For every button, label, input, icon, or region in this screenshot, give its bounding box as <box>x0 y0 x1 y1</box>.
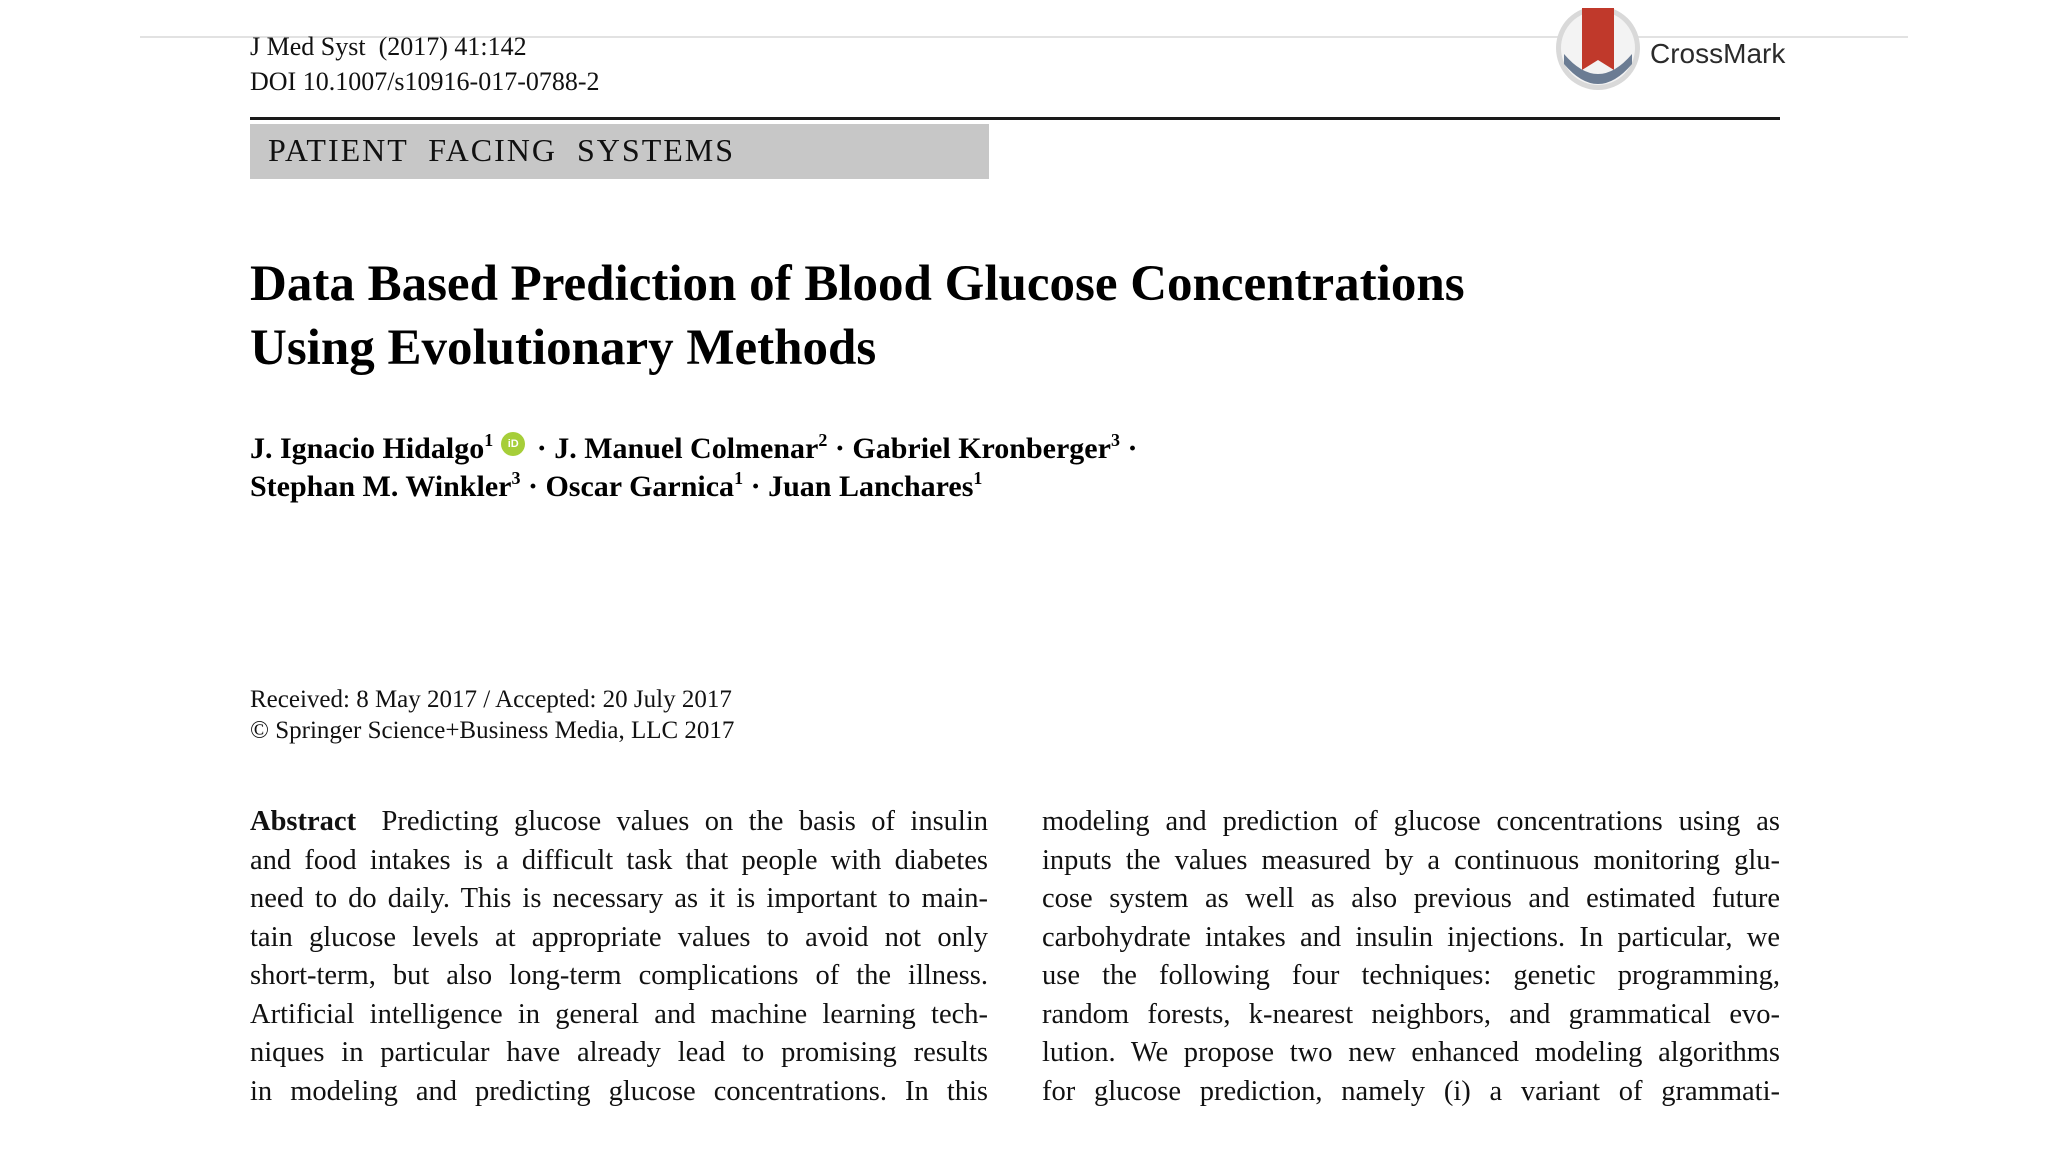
copyright-notice: © Springer Science+Business Media, LLC 2… <box>250 715 734 746</box>
abstract-line: inputs the values measured by a continuo… <box>1042 842 1780 881</box>
affiliation-marker: 1 <box>734 468 743 488</box>
doi-link[interactable]: DOI 10.1007/s10916-017-0788-2 <box>250 67 600 97</box>
author-name[interactable]: J. Ignacio Hidalgo <box>250 432 484 465</box>
paper-title: Data Based Prediction of Blood Glucose C… <box>250 252 1750 380</box>
affiliation-marker: 2 <box>818 430 827 450</box>
abstract-line: for glucose prediction, namely (i) a var… <box>1042 1073 1780 1112</box>
affiliation-marker: 3 <box>1111 430 1120 450</box>
abstract-column-right: modeling and prediction of glucose conce… <box>1042 803 1780 1123</box>
author-separator: · <box>751 470 761 503</box>
crossmark-label: CrossMark <box>1650 38 1785 70</box>
abstract-column-left: Abstract Predicting glucose values on th… <box>250 803 988 1123</box>
author-separator: · <box>1127 432 1137 465</box>
author-line: Stephan M. Winkler3 · Oscar Garnica1 · J… <box>250 468 1550 506</box>
header-rule <box>250 117 1780 120</box>
abstract-text: Predicting glucose values on the basis o… <box>381 806 988 837</box>
abstract-line: Artificial intelligence in general and m… <box>250 996 988 1035</box>
publication-dates: Received: 8 May 2017 / Accepted: 20 July… <box>250 684 734 746</box>
affiliation-marker: 3 <box>511 468 520 488</box>
author-name[interactable]: Stephan M. Winkler <box>250 470 511 503</box>
author-list: J. Ignacio Hidalgo1 · J. Manuel Colmenar… <box>250 430 1550 506</box>
abstract-line: and food intakes is a difficult task tha… <box>250 842 988 881</box>
author-name[interactable]: Oscar Garnica <box>545 470 734 503</box>
received-accepted: Received: 8 May 2017 / Accepted: 20 July… <box>250 684 734 715</box>
abstract-line: lution. We propose two new enhanced mode… <box>1042 1034 1780 1073</box>
abstract-line: need to do daily. This is necessary as i… <box>250 880 988 919</box>
page-bottom-margin <box>0 1116 2048 1152</box>
abstract-line: short-term, but also long-term complicat… <box>250 957 988 996</box>
affiliation-marker: 1 <box>484 430 493 450</box>
abstract-line: modeling and prediction of glucose conce… <box>1042 803 1780 842</box>
journal-citation: J Med Syst (2017) 41:142 <box>250 32 527 62</box>
author-name[interactable]: J. Manuel Colmenar <box>554 432 818 465</box>
category-label: PATIENT FACING SYSTEMS <box>268 132 735 169</box>
crossmark-badge[interactable]: CrossMark <box>1552 8 1897 98</box>
author-separator: · <box>537 432 547 465</box>
abstract-line: random forests, k-nearest neighbors, and… <box>1042 996 1780 1035</box>
affiliation-marker: 1 <box>973 468 982 488</box>
title-line: Data Based Prediction of Blood Glucose C… <box>250 252 1750 316</box>
abstract-line: carbohydrate intakes and insulin injecti… <box>1042 919 1780 958</box>
orcid-icon[interactable] <box>501 432 525 456</box>
abstract-line: niques in particular have already lead t… <box>250 1034 988 1073</box>
abstract-line: Abstract Predicting glucose values on th… <box>250 803 988 842</box>
abstract-line: use the following four techniques: genet… <box>1042 957 1780 996</box>
abstract-line: in modeling and predicting glucose conce… <box>250 1073 988 1112</box>
category-banner: PATIENT FACING SYSTEMS <box>250 124 989 179</box>
author-name[interactable]: Gabriel Kronberger <box>852 432 1111 465</box>
author-separator: · <box>835 432 845 465</box>
abstract-line: tain glucose levels at appropriate value… <box>250 919 988 958</box>
abstract-heading: Abstract <box>250 806 356 837</box>
author-line: J. Ignacio Hidalgo1 · J. Manuel Colmenar… <box>250 430 1550 468</box>
author-separator: · <box>528 470 538 503</box>
crossmark-icon <box>1552 8 1642 98</box>
title-line: Using Evolutionary Methods <box>250 316 1750 380</box>
abstract-line: cose system as well as also previous and… <box>1042 880 1780 919</box>
author-name[interactable]: Juan Lanchares <box>768 470 973 503</box>
